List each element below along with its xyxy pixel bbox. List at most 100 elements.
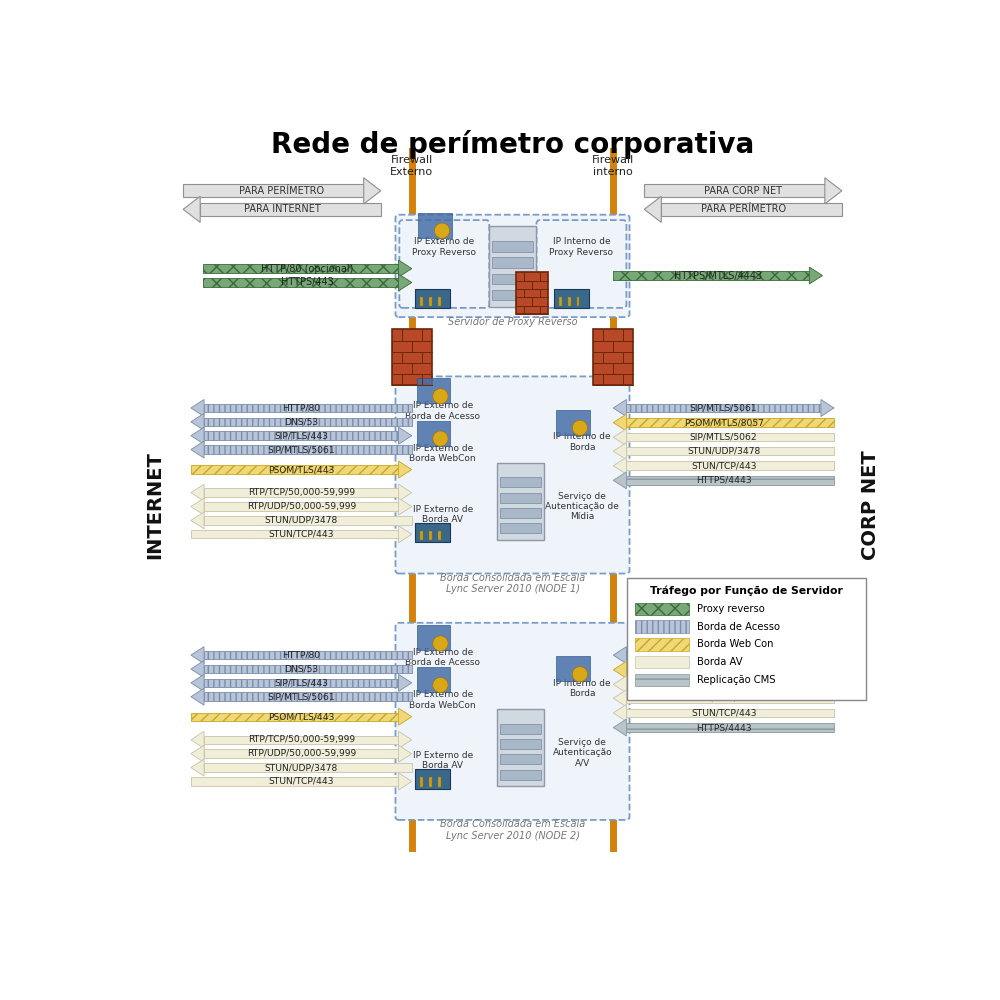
Text: RTP/UDP/50,000-59,999: RTP/UDP/50,000-59,999 — [247, 749, 356, 758]
Text: Serviço de
Autenticação de
Mídia: Serviço de Autenticação de Mídia — [545, 492, 619, 521]
Bar — [420, 531, 423, 540]
Bar — [635, 656, 689, 668]
Text: Borda de Acesso: Borda de Acesso — [697, 622, 780, 632]
Bar — [644, 184, 825, 197]
Bar — [613, 271, 809, 280]
Text: HTTPS/443: HTTPS/443 — [281, 277, 334, 287]
Polygon shape — [191, 661, 204, 677]
Text: PARA INTERNET: PARA INTERNET — [244, 204, 320, 214]
Bar — [500, 770, 541, 780]
Text: CORP NET: CORP NET — [861, 450, 880, 560]
Text: IP Externo de
Borda WebCon: IP Externo de Borda WebCon — [409, 444, 476, 463]
Bar — [200, 203, 381, 216]
Bar — [204, 665, 412, 673]
Bar — [626, 418, 834, 427]
Bar — [500, 739, 541, 749]
Bar — [429, 531, 432, 540]
Bar — [191, 465, 399, 474]
Polygon shape — [613, 690, 626, 707]
Bar — [202, 278, 399, 287]
Polygon shape — [191, 759, 204, 776]
Circle shape — [433, 677, 448, 693]
Bar — [492, 290, 533, 300]
Bar — [489, 226, 536, 307]
Polygon shape — [613, 429, 626, 446]
Polygon shape — [191, 647, 204, 664]
Text: IP Interno de
Proxy Reverso: IP Interno de Proxy Reverso — [549, 237, 613, 257]
Text: Firewall
interno: Firewall interno — [592, 155, 634, 177]
Polygon shape — [613, 443, 626, 460]
Polygon shape — [399, 274, 412, 291]
Bar — [415, 523, 450, 542]
Bar — [204, 488, 399, 497]
Text: DNS/53: DNS/53 — [284, 417, 318, 426]
Bar — [635, 638, 689, 651]
Bar — [415, 289, 450, 308]
Text: PSOM/TLS/443: PSOM/TLS/443 — [268, 465, 334, 474]
Text: RTP/TCP/50,000-59,999: RTP/TCP/50,000-59,999 — [248, 735, 355, 744]
Bar — [516, 272, 548, 314]
Text: PSOM/MTLS/8057: PSOM/MTLS/8057 — [684, 418, 764, 427]
Text: Proxy reverso: Proxy reverso — [697, 604, 765, 614]
Polygon shape — [399, 745, 412, 762]
Text: HTTP/80 (opcional): HTTP/80 (opcional) — [261, 264, 353, 274]
Polygon shape — [399, 484, 412, 501]
Polygon shape — [191, 731, 204, 748]
Polygon shape — [399, 526, 412, 543]
Bar — [626, 461, 834, 470]
Bar — [438, 531, 441, 540]
Bar — [554, 289, 589, 308]
Text: RTP/TCP/50,000-59,999: RTP/TCP/50,000-59,999 — [248, 488, 355, 497]
Bar — [204, 749, 399, 758]
Text: IP Interno de
Borda: IP Interno de Borda — [553, 432, 611, 452]
Text: SIP/MTLS/5061: SIP/MTLS/5061 — [690, 651, 758, 660]
Bar — [626, 709, 834, 717]
Text: SIP/MTLS/5061: SIP/MTLS/5061 — [268, 445, 335, 454]
FancyBboxPatch shape — [537, 220, 626, 308]
Bar — [556, 410, 590, 435]
Bar — [635, 674, 689, 686]
Polygon shape — [613, 400, 626, 416]
FancyBboxPatch shape — [395, 623, 630, 820]
Text: Borda Web Con: Borda Web Con — [697, 639, 773, 649]
Polygon shape — [613, 472, 626, 489]
Text: STUN/TCP/443: STUN/TCP/443 — [269, 777, 334, 786]
Text: HTTPS/4443: HTTPS/4443 — [696, 723, 752, 732]
Polygon shape — [825, 178, 842, 204]
Bar — [204, 418, 412, 426]
Bar — [500, 724, 541, 734]
Polygon shape — [613, 661, 626, 678]
Polygon shape — [399, 674, 412, 691]
Bar — [497, 709, 544, 786]
Polygon shape — [821, 400, 834, 416]
Bar — [626, 404, 821, 412]
Text: Servidor de Proxy Reverso: Servidor de Proxy Reverso — [448, 317, 577, 327]
Text: PSOM/TLS/443: PSOM/TLS/443 — [268, 712, 334, 721]
Bar — [626, 476, 834, 485]
Text: STUN/UDP/3478: STUN/UDP/3478 — [687, 447, 760, 456]
Bar — [568, 297, 571, 306]
Text: STUN/UDP/3478: STUN/UDP/3478 — [265, 763, 338, 772]
Circle shape — [433, 636, 448, 651]
Bar — [627, 578, 866, 700]
Bar — [438, 777, 441, 787]
Polygon shape — [191, 674, 204, 691]
Bar — [418, 213, 452, 238]
Bar — [204, 516, 412, 525]
Bar — [415, 769, 450, 789]
Text: INTERNET: INTERNET — [145, 451, 164, 559]
Polygon shape — [613, 457, 626, 474]
Text: Borda Consolidada em Escala
Lync Server 2010 (NODE 1): Borda Consolidada em Escala Lync Server … — [440, 573, 585, 594]
Polygon shape — [191, 688, 204, 705]
Text: HTTP/80: HTTP/80 — [282, 651, 320, 660]
Bar — [626, 433, 834, 441]
Text: IP Externo de
Proxy Reverso: IP Externo de Proxy Reverso — [412, 237, 476, 257]
FancyBboxPatch shape — [399, 220, 489, 308]
Bar — [417, 625, 450, 650]
Text: IP Externo de
Borda AV: IP Externo de Borda AV — [413, 505, 473, 524]
Bar — [204, 679, 399, 687]
Polygon shape — [399, 498, 412, 515]
Bar — [626, 447, 834, 455]
Text: Tráfego por Função de Servidor: Tráfego por Função de Servidor — [650, 586, 843, 596]
Text: RTP/UDP/50,000-59,999: RTP/UDP/50,000-59,999 — [247, 502, 356, 511]
